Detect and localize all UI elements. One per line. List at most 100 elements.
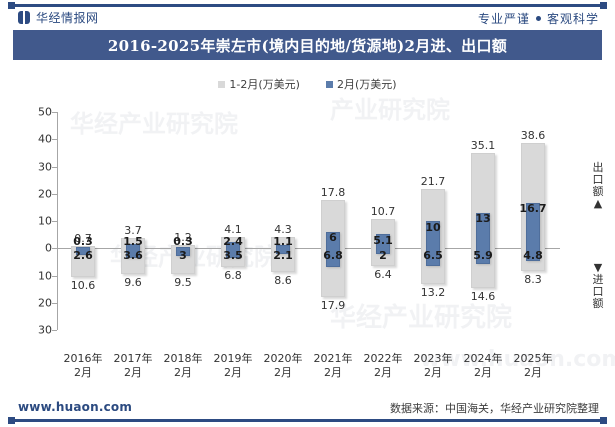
bar-column[interactable]: 4.1 2.4 3.5 6.8 — [208, 62, 258, 395]
y-axis-tick-label: 20 — [38, 296, 52, 310]
bar-column[interactable]: 4.3 1.1 2.1 8.6 — [258, 62, 308, 395]
bar-column[interactable]: 21.7 10 6.5 13.2 — [408, 62, 458, 395]
label-import-2month: 5.9 — [473, 249, 493, 263]
label-import-1-2month: 9.5 — [174, 276, 192, 290]
bar-2month[interactable] — [326, 231, 340, 267]
label-export-1-2month: 35.1 — [470, 138, 496, 152]
y-axis-tick-label: 0 — [45, 241, 52, 255]
footer-data-source: 数据来源：中国海关，华经产业研究院整理 — [390, 402, 599, 415]
y-axis-tick — [52, 221, 57, 222]
label-export-2month: 1.5 — [123, 235, 143, 249]
legend-item-2month[interactable]: 2月(万美元) — [325, 76, 397, 92]
bar-2month[interactable] — [126, 244, 140, 259]
label-import-2month: 3.6 — [123, 249, 143, 263]
x-axis-label-line: 2020年 — [263, 352, 303, 365]
x-axis-label-line: 2月 — [224, 366, 242, 379]
y-axis-tick-label: 30 — [38, 323, 52, 337]
bar-column[interactable]: 3.7 1.5 3.6 9.6 — [108, 62, 158, 395]
label-import-1-2month: 13.2 — [420, 286, 446, 300]
y-axis-tick — [52, 275, 57, 277]
x-axis-category-label: 2025年 2月 — [508, 352, 558, 380]
label-export-1-2month: 17.8 — [320, 185, 346, 199]
y-axis-tick-label: 50 — [38, 105, 52, 119]
y-axis-line — [57, 112, 58, 330]
bar-column[interactable]: 38.6 16.7 4.8 8.3 — [508, 62, 558, 395]
chart-container: 华经产业研究院 产业研究院 华经产业研究院 华经产业研究院 www.huaon.… — [0, 62, 615, 395]
bar-column[interactable]: 10.7 5.1 2 6.4 — [358, 62, 408, 395]
y-axis-tick — [52, 166, 57, 168]
y-axis-tick — [52, 139, 57, 141]
x-axis-category-label: 2022年 2月 — [358, 352, 408, 380]
label-import-2month: 3.5 — [223, 249, 243, 263]
x-axis-label-line: 2月 — [474, 366, 492, 379]
page-title: 2016-2025年崇左市(境内目的地/货源地)2月进、出口额 — [107, 36, 508, 55]
x-axis-category-label: 2020年 2月 — [258, 352, 308, 380]
x-axis-label-line: 2月 — [274, 366, 292, 379]
label-import-1-2month: 10.6 — [70, 279, 96, 293]
chart-legend: 1-2月(万美元) 2月(万美元) — [0, 76, 615, 92]
bar-1-2month[interactable] — [271, 236, 295, 272]
x-axis-label-line: 2022年 — [363, 352, 403, 365]
bar-column[interactable]: 1.2 0.3 3 9.5 — [158, 62, 208, 395]
bar-2month[interactable] — [476, 212, 490, 265]
separator-dot-icon — [535, 16, 541, 21]
y-axis-tick-label: 10 — [38, 269, 52, 282]
label-import-2month: 4.8 — [523, 249, 543, 263]
bar-2month[interactable] — [526, 202, 540, 262]
bar-2month[interactable] — [76, 247, 90, 256]
legend-item-1-2month[interactable]: 1-2月(万美元) — [218, 76, 300, 92]
x-axis-category-label: 2024年 2月 — [458, 352, 508, 380]
label-export-2month: 13 — [475, 212, 491, 226]
x-axis-label-line: 2024年 — [463, 352, 503, 365]
book-mark-icon — [18, 11, 30, 24]
label-export-1-2month: 1.2 — [174, 230, 192, 244]
header-slogan: 专业严谨 客观科学 — [478, 10, 599, 27]
legend-label-2month: 2月(万美元) — [336, 78, 397, 91]
page-header: 华经情报网 专业严谨 客观科学 — [0, 0, 615, 30]
label-export-1-2month: 4.3 — [274, 222, 292, 236]
bar-column[interactable]: 0.7 0.3 2.6 10.6 — [58, 62, 108, 395]
y-axis-labels: 50 40 30 20 10 0 10 20 30 — [10, 62, 52, 395]
y-axis-tick — [52, 302, 57, 304]
bar-column[interactable]: 35.1 13 5.9 14.6 — [458, 62, 508, 395]
bar-2month[interactable] — [226, 241, 240, 258]
label-export-2month: 0.3 — [173, 235, 193, 249]
x-axis-label-line: 2月 — [74, 366, 92, 379]
zero-baseline — [57, 248, 560, 250]
import-caption-text: 进口额 — [592, 273, 604, 310]
label-export-1-2month: 38.6 — [520, 129, 546, 143]
down-arrow-icon: ▼ — [593, 261, 603, 274]
x-axis-category-label: 2019年 2月 — [208, 352, 258, 380]
label-import-1-2month: 6.8 — [224, 268, 242, 282]
label-export-2month: 10 — [425, 220, 441, 234]
label-export-2month: 6 — [329, 231, 337, 245]
slogan-left: 专业严谨 — [477, 12, 530, 26]
legend-swatch-blue — [325, 80, 333, 88]
y-axis-tick — [52, 248, 57, 250]
label-import-2month: 6.8 — [323, 249, 343, 263]
header-divider — [8, 2, 607, 9]
bar-2month[interactable] — [176, 247, 190, 257]
x-axis-label-line: 2月 — [324, 366, 342, 379]
footer-site-url[interactable]: www.huaon.com — [18, 400, 133, 414]
label-import-1-2month: 17.9 — [320, 299, 346, 313]
label-export-1-2month: 4.1 — [224, 223, 242, 237]
bar-1-2month[interactable] — [421, 189, 445, 285]
x-axis-label-line: 2月 — [524, 366, 542, 379]
label-import-1-2month: 8.3 — [524, 272, 542, 286]
y-axis-tick — [52, 112, 57, 113]
x-axis-category-label: 2021年 2月 — [308, 352, 358, 380]
x-axis-label-line: 2018年 — [163, 352, 203, 365]
x-axis-label-line: 2月 — [374, 366, 392, 379]
legend-label-1-2month: 1-2月(万美元) — [229, 78, 300, 91]
x-axis-label-line: 2019年 — [213, 352, 253, 365]
x-axis-label-line: 2023年 — [413, 352, 453, 365]
x-axis-label-line: 2025年 — [513, 352, 553, 365]
bar-2month[interactable] — [276, 245, 290, 254]
bar-column[interactable]: 17.8 6 6.8 17.9 — [308, 62, 358, 395]
label-import-2month: 3 — [179, 249, 187, 263]
bar-2month[interactable] — [376, 234, 390, 254]
bar-2month[interactable] — [426, 221, 440, 266]
page-footer: www.huaon.com 数据来源：中国海关，华经产业研究院整理 — [0, 396, 615, 427]
label-import-2month: 2.1 — [273, 249, 293, 263]
